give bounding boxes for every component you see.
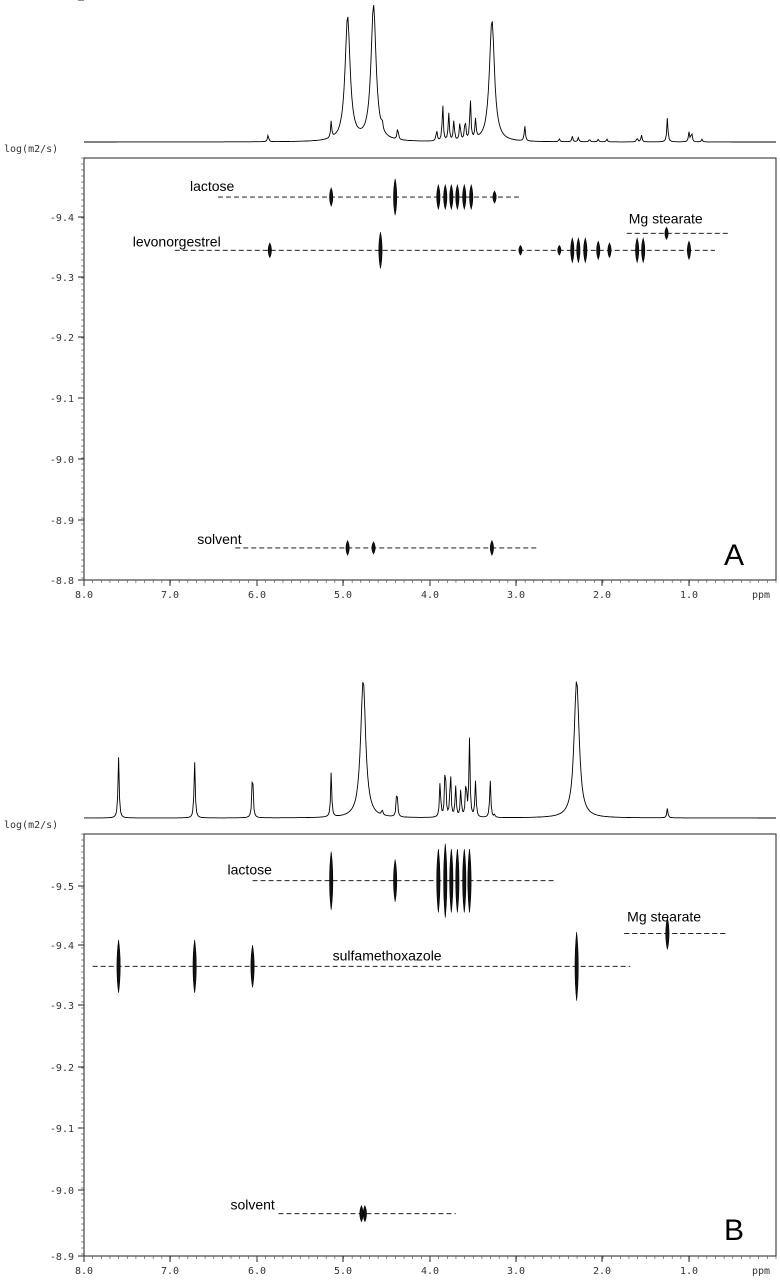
cross-peak — [436, 848, 441, 913]
y-tick-label: -8.9 — [50, 516, 74, 527]
cross-peak — [345, 540, 350, 556]
series-label-solvent: solvent — [197, 531, 241, 547]
y-tick-label: -9.1 — [50, 1124, 74, 1135]
cross-peak — [267, 242, 272, 259]
cross-peak — [250, 945, 255, 988]
cross-peak — [462, 848, 467, 913]
y-tick-label: -9.0 — [50, 455, 74, 466]
cross-peak — [371, 541, 376, 555]
cross-peak — [393, 178, 398, 216]
cross-peak — [576, 237, 581, 264]
cross-peak — [467, 848, 472, 913]
x-tick-label: 2.0 — [593, 590, 611, 601]
y-tick-label: -9.4 — [50, 213, 74, 224]
y-tick-label: -8.9 — [50, 1252, 74, 1263]
cross-peak — [449, 848, 454, 913]
cross-peak — [192, 939, 197, 993]
cross-peak — [443, 183, 448, 211]
panel-a: log(m2/s) -9.4 -9.3 -9.2 -9.1 -9.0 -8.9 -8.88.0… — [4, 4, 777, 601]
x-tick-label: 5.0 — [334, 590, 352, 601]
cross-peak — [518, 244, 523, 256]
cross-peak — [436, 183, 441, 211]
cross-peak — [462, 183, 467, 211]
y-tick-label: -9.4 — [50, 941, 74, 952]
series-lactose: lactose — [228, 843, 556, 918]
y-tick-label: -9.3 — [50, 1001, 74, 1012]
series-label-lactose: lactose — [190, 178, 235, 194]
cross-peak — [362, 1205, 367, 1223]
series-solvent: solvent — [197, 531, 538, 556]
cross-peak — [378, 232, 383, 269]
series-label-lactose: lactose — [228, 862, 273, 878]
plot-frame — [83, 833, 777, 1257]
x-tick-label: 6.0 — [248, 1266, 266, 1277]
y-tick-label: -9.0 — [50, 1186, 74, 1197]
cross-peak — [329, 187, 334, 207]
cross-peak — [641, 237, 646, 264]
cross-peak — [665, 917, 670, 950]
x-tick-label: 5.0 — [334, 1266, 352, 1277]
x-tick-label: 4.0 — [421, 590, 439, 601]
projection-spectrum — [84, 681, 776, 819]
cross-peak — [449, 183, 454, 211]
x-tick-label: 3.0 — [507, 1266, 525, 1277]
x-axis-label: ppm — [752, 590, 770, 601]
cross-peak — [664, 226, 669, 240]
cross-peak — [570, 237, 575, 264]
series-label-mg-stearate: Mg stearate — [629, 210, 703, 226]
x-tick-label: 6.0 — [248, 590, 266, 601]
y-tick-label: -9.2 — [50, 1063, 74, 1074]
cross-peak — [393, 859, 398, 902]
x-tick-label: 8.0 — [75, 590, 93, 601]
y-tick-label: -9.5 — [50, 882, 74, 893]
cross-peak — [455, 848, 460, 913]
x-tick-label: 8.0 — [75, 1266, 93, 1277]
y-tick-label: -9.3 — [50, 273, 74, 284]
x-tick-label: 7.0 — [161, 1266, 179, 1277]
y-axis-label: log(m2/s) — [4, 144, 58, 155]
cross-peak — [607, 242, 612, 259]
x-tick-label: 3.0 — [507, 590, 525, 601]
y-axis-label: log(m2/s) — [4, 820, 58, 831]
x-tick-label: 4.0 — [421, 1266, 439, 1277]
series-lactose: lactose — [190, 178, 521, 216]
cross-peak — [329, 851, 334, 910]
y-tick-label: -9.2 — [50, 333, 74, 344]
cross-peak — [469, 183, 474, 211]
series-mg-stearate: Mg stearate — [626, 210, 728, 240]
cross-peak — [116, 939, 121, 993]
projection-spectrum — [84, 4, 776, 143]
cross-peak — [557, 244, 562, 256]
cross-peak — [596, 240, 601, 261]
panel-label: B — [724, 1214, 744, 1247]
y-tick-label: -9.1 — [50, 394, 74, 405]
y-tick-label: -8.8 — [50, 576, 74, 587]
cross-peak — [583, 237, 588, 264]
series-mg-stearate: Mg stearate — [624, 909, 728, 950]
x-tick-label: 2.0 — [593, 1266, 611, 1277]
series-sulfamethoxazole: sulfamethoxazole — [92, 931, 631, 1001]
x-tick-label: 1.0 — [680, 590, 698, 601]
x-tick-label: 7.0 — [161, 590, 179, 601]
series-levonorgestrel: levonorgestrel — [133, 232, 715, 269]
cross-peak — [574, 931, 579, 1001]
cross-peak — [455, 183, 460, 211]
cross-peak — [359, 1205, 364, 1223]
cross-peak — [489, 540, 494, 556]
x-tick-label: 1.0 — [680, 1266, 698, 1277]
panel-b: log(m2/s) -9.5 -9.4 -9.3 -9.2 -9.1 -9.0 -8.9 -8.… — [4, 0, 777, 1277]
cross-peak — [443, 843, 448, 918]
panel-label: A — [724, 539, 744, 572]
series-label-mg-stearate: Mg stearate — [627, 909, 701, 925]
series-label-solvent: solvent — [230, 1197, 274, 1213]
series-label-levonorgestrel: levonorgestrel — [133, 233, 221, 249]
cross-peak — [635, 237, 640, 264]
series-solvent: solvent — [230, 1197, 456, 1223]
x-axis-label: ppm — [752, 1266, 770, 1277]
cross-peak — [687, 240, 691, 261]
cross-peak — [492, 190, 497, 204]
series-label-sulfamethoxazole: sulfamethoxazole — [333, 947, 442, 963]
y-tick-label: -8.8 — [50, 0, 74, 3]
